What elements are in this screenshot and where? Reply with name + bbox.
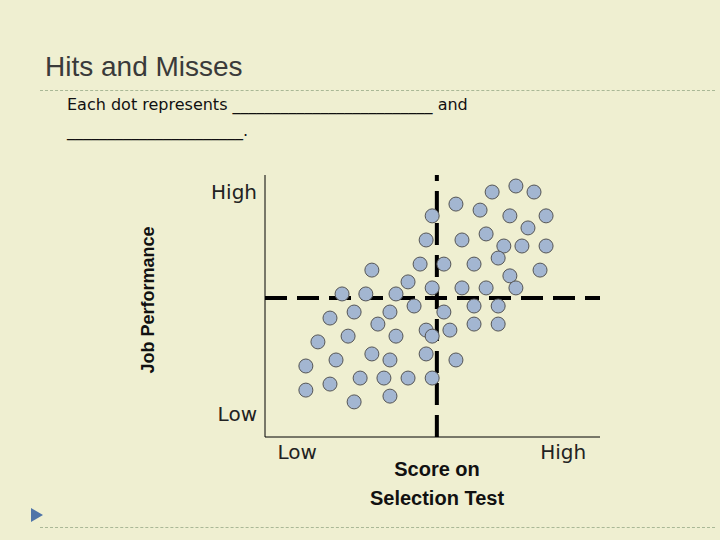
html-text:Score on Selection Test: Score on Selection Test bbox=[369, 458, 505, 509]
svg-text:High: High bbox=[540, 440, 586, 464]
html-text:Each dot represents __________: Each dot represents ____________________… bbox=[67, 95, 468, 140]
html-text:Hits and Misses: Hits and Misses bbox=[45, 51, 243, 82]
svg-text:High: High bbox=[211, 180, 257, 204]
svg-text:Low: Low bbox=[277, 440, 316, 464]
html-text:Job Performance: Job Performance bbox=[138, 226, 158, 374]
svg-text:Low: Low bbox=[218, 402, 257, 426]
